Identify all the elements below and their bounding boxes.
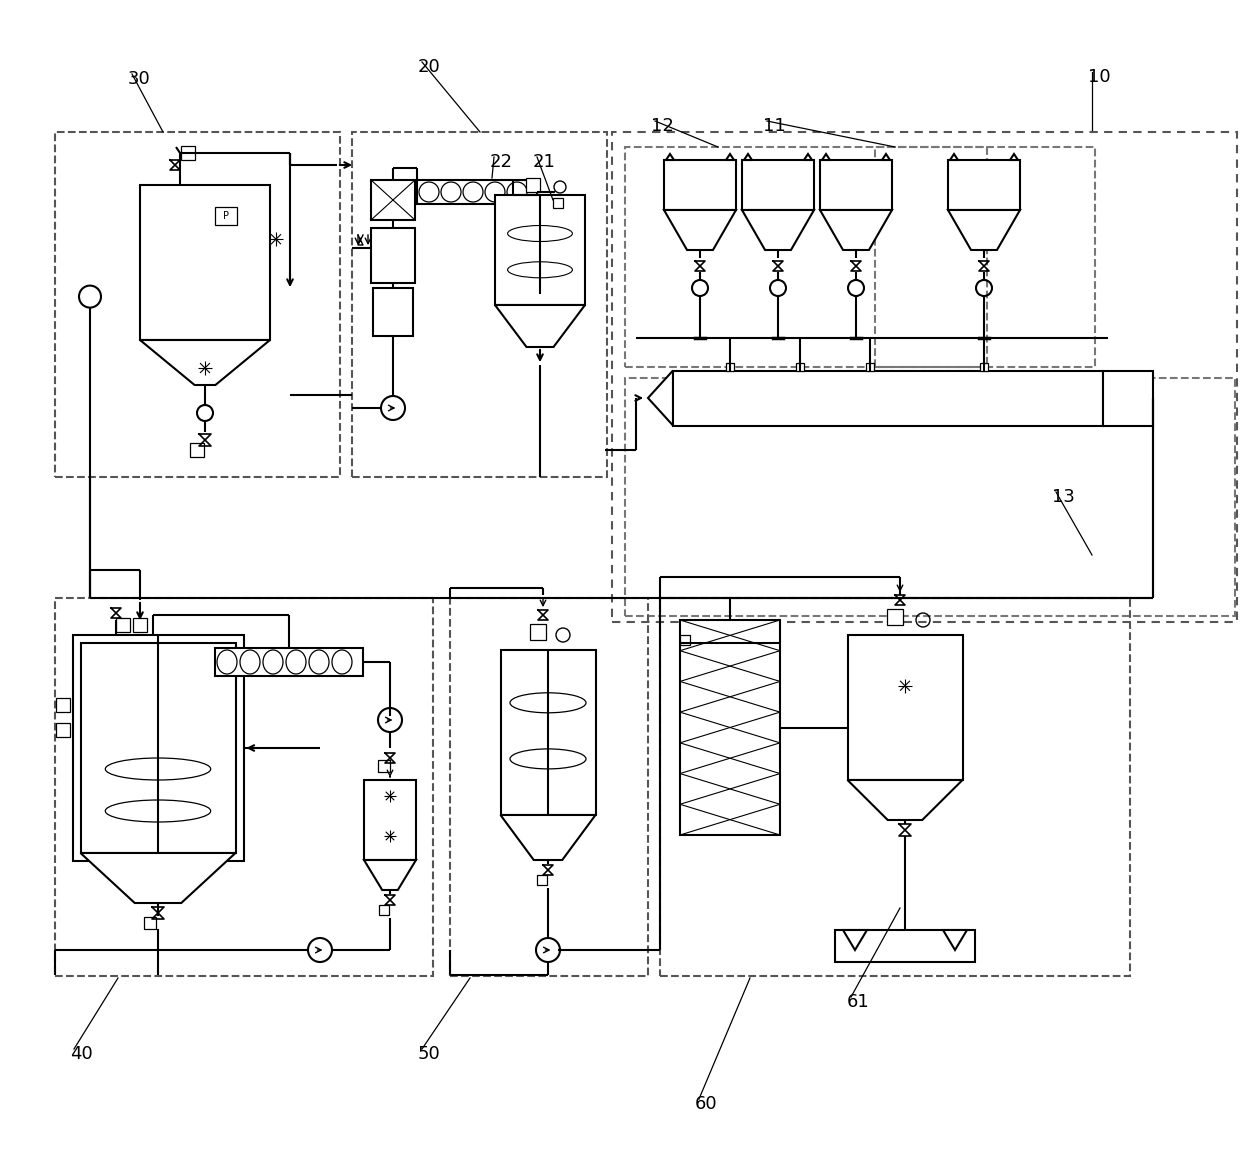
Polygon shape	[140, 340, 270, 385]
Text: 21: 21	[533, 153, 556, 171]
Bar	[820, 160, 892, 210]
Text: 61: 61	[847, 993, 869, 1011]
Bar	[501, 650, 595, 815]
Polygon shape	[365, 861, 415, 890]
Bar	[725, 363, 734, 371]
Polygon shape	[843, 930, 867, 950]
Polygon shape	[666, 154, 675, 160]
Bar	[352, 131, 608, 477]
Polygon shape	[949, 210, 1021, 250]
Bar	[949, 160, 1021, 210]
Bar	[980, 363, 988, 371]
Polygon shape	[725, 154, 734, 160]
Bar	[625, 378, 1235, 616]
Bar	[378, 760, 391, 772]
Text: 22: 22	[490, 153, 513, 171]
Bar	[371, 180, 415, 220]
Bar	[680, 620, 780, 835]
Bar	[215, 207, 237, 225]
Bar	[371, 228, 415, 283]
Bar	[55, 131, 340, 477]
Text: P: P	[223, 211, 229, 221]
Polygon shape	[649, 371, 673, 425]
Bar	[875, 147, 1095, 367]
Bar	[56, 699, 69, 711]
Bar	[450, 598, 649, 976]
Text: 50: 50	[418, 1045, 440, 1062]
Text: 13: 13	[1052, 488, 1075, 506]
Bar	[140, 185, 270, 340]
Bar	[537, 875, 547, 885]
Bar	[625, 147, 987, 367]
Bar	[495, 195, 585, 305]
Bar	[373, 288, 413, 336]
Text: 60: 60	[694, 1095, 718, 1113]
Bar	[379, 905, 389, 915]
Bar	[72, 635, 243, 861]
Bar	[529, 625, 546, 640]
Bar	[887, 609, 903, 625]
Bar	[133, 618, 148, 632]
Bar	[417, 180, 537, 204]
Bar	[660, 598, 1130, 976]
Bar	[866, 363, 874, 371]
Bar	[847, 635, 962, 780]
Polygon shape	[804, 154, 812, 160]
Bar	[215, 648, 363, 676]
Bar	[144, 917, 156, 929]
Polygon shape	[742, 210, 813, 250]
Bar	[526, 178, 539, 193]
Polygon shape	[744, 154, 751, 160]
Bar	[553, 198, 563, 208]
Bar	[663, 160, 737, 210]
Polygon shape	[950, 154, 959, 160]
Polygon shape	[81, 853, 236, 903]
Polygon shape	[882, 154, 890, 160]
Bar	[117, 618, 130, 632]
Text: 11: 11	[763, 117, 786, 135]
Bar	[55, 598, 433, 976]
Bar	[742, 160, 813, 210]
Bar	[56, 723, 69, 737]
Bar	[181, 146, 195, 160]
Bar	[613, 131, 1238, 622]
Bar	[796, 363, 804, 371]
Text: 40: 40	[69, 1045, 93, 1062]
Bar	[1104, 371, 1153, 425]
Text: 12: 12	[651, 117, 673, 135]
Polygon shape	[1011, 154, 1018, 160]
Text: 10: 10	[1087, 68, 1111, 86]
Polygon shape	[663, 210, 737, 250]
Bar	[673, 371, 1104, 425]
Bar	[680, 635, 689, 645]
Polygon shape	[942, 930, 967, 950]
Polygon shape	[820, 210, 892, 250]
Polygon shape	[501, 815, 595, 861]
Bar	[835, 930, 975, 962]
Bar	[190, 443, 205, 457]
Bar	[365, 780, 415, 861]
Polygon shape	[847, 780, 962, 819]
Bar	[81, 643, 236, 853]
Text: 30: 30	[128, 70, 151, 88]
Polygon shape	[495, 305, 585, 348]
Polygon shape	[822, 154, 830, 160]
Text: 20: 20	[418, 58, 440, 76]
